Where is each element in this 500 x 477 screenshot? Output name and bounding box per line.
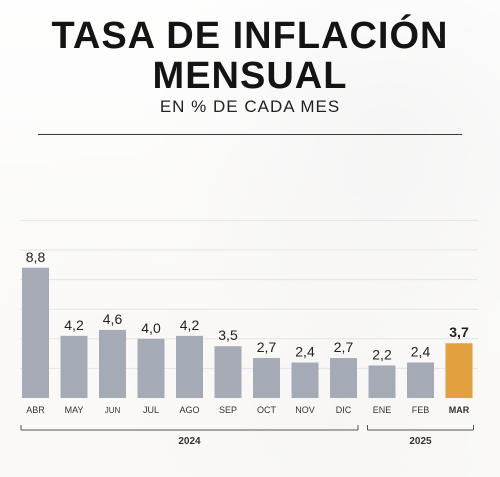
x-tick-label: SEP xyxy=(219,405,237,415)
page-title-line-1: TASA DE INFLACIÓN xyxy=(51,15,449,57)
bar-oct xyxy=(253,358,280,398)
x-tick-label: JUN xyxy=(105,406,121,415)
bar-feb xyxy=(407,362,434,398)
page-subtitle: EN % DE CADA MES xyxy=(159,97,341,116)
data-label: 8,8 xyxy=(26,249,46,265)
data-label: 2,4 xyxy=(411,343,431,359)
bar-ago xyxy=(176,335,203,398)
bar-jul xyxy=(137,338,165,398)
bar-jun xyxy=(99,329,126,398)
data-label: 3,7 xyxy=(449,324,469,340)
x-tick-label: AGO xyxy=(179,405,199,415)
title-divider xyxy=(38,134,462,135)
data-label: 3,5 xyxy=(218,327,238,343)
bar-ene xyxy=(368,365,396,398)
data-label: 4,0 xyxy=(141,320,161,336)
x-tick-label: MAY xyxy=(65,405,84,415)
data-label: 2,4 xyxy=(295,343,315,359)
data-label: 4,6 xyxy=(103,311,123,327)
year-label: 2025 xyxy=(409,436,432,447)
data-label: 2,2 xyxy=(372,346,392,362)
x-tick-label: ABR xyxy=(26,405,45,415)
bar-mar xyxy=(445,343,473,398)
data-label: 2,7 xyxy=(257,339,277,355)
x-tick-label: MAR xyxy=(449,405,470,415)
x-tick-label: JUL xyxy=(143,405,159,415)
x-tick-label: NOV xyxy=(295,405,315,415)
x-tick-label: ENE xyxy=(373,405,392,415)
bar-sep xyxy=(214,346,242,398)
bar-dic xyxy=(330,358,357,398)
x-tick-label: FEB xyxy=(412,405,430,415)
data-label: 4,2 xyxy=(180,317,200,333)
data-label: 4,2 xyxy=(64,317,84,333)
page-title-line-2: MENSUAL xyxy=(152,55,348,97)
x-tick-label: OCT xyxy=(257,405,277,415)
bar-may xyxy=(60,335,88,398)
bar-nov xyxy=(291,362,319,398)
x-tick-label: DIC xyxy=(336,405,352,415)
year-label: 2024 xyxy=(178,436,201,447)
data-label: 2,7 xyxy=(334,339,354,355)
bar-abr xyxy=(22,267,49,398)
